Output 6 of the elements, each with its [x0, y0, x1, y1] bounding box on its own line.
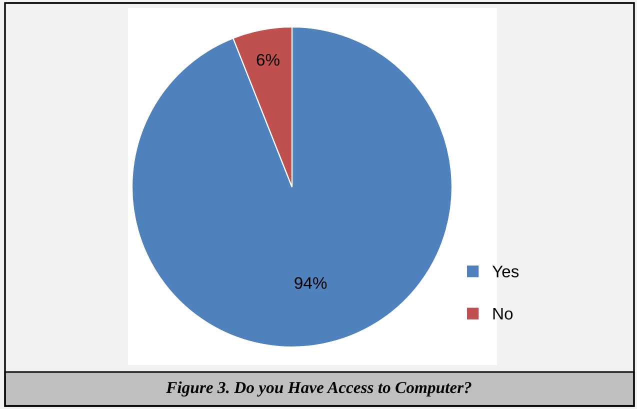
text: Figure 3. Do you Have Access to Computer? — [166, 381, 472, 397]
legend-label: No — [493, 308, 513, 320]
legend-label: Yes — [492, 266, 519, 278]
data-label: 6% — [256, 54, 280, 66]
data-label: 94% — [294, 277, 327, 289]
pie-slice — [131, 26, 453, 348]
